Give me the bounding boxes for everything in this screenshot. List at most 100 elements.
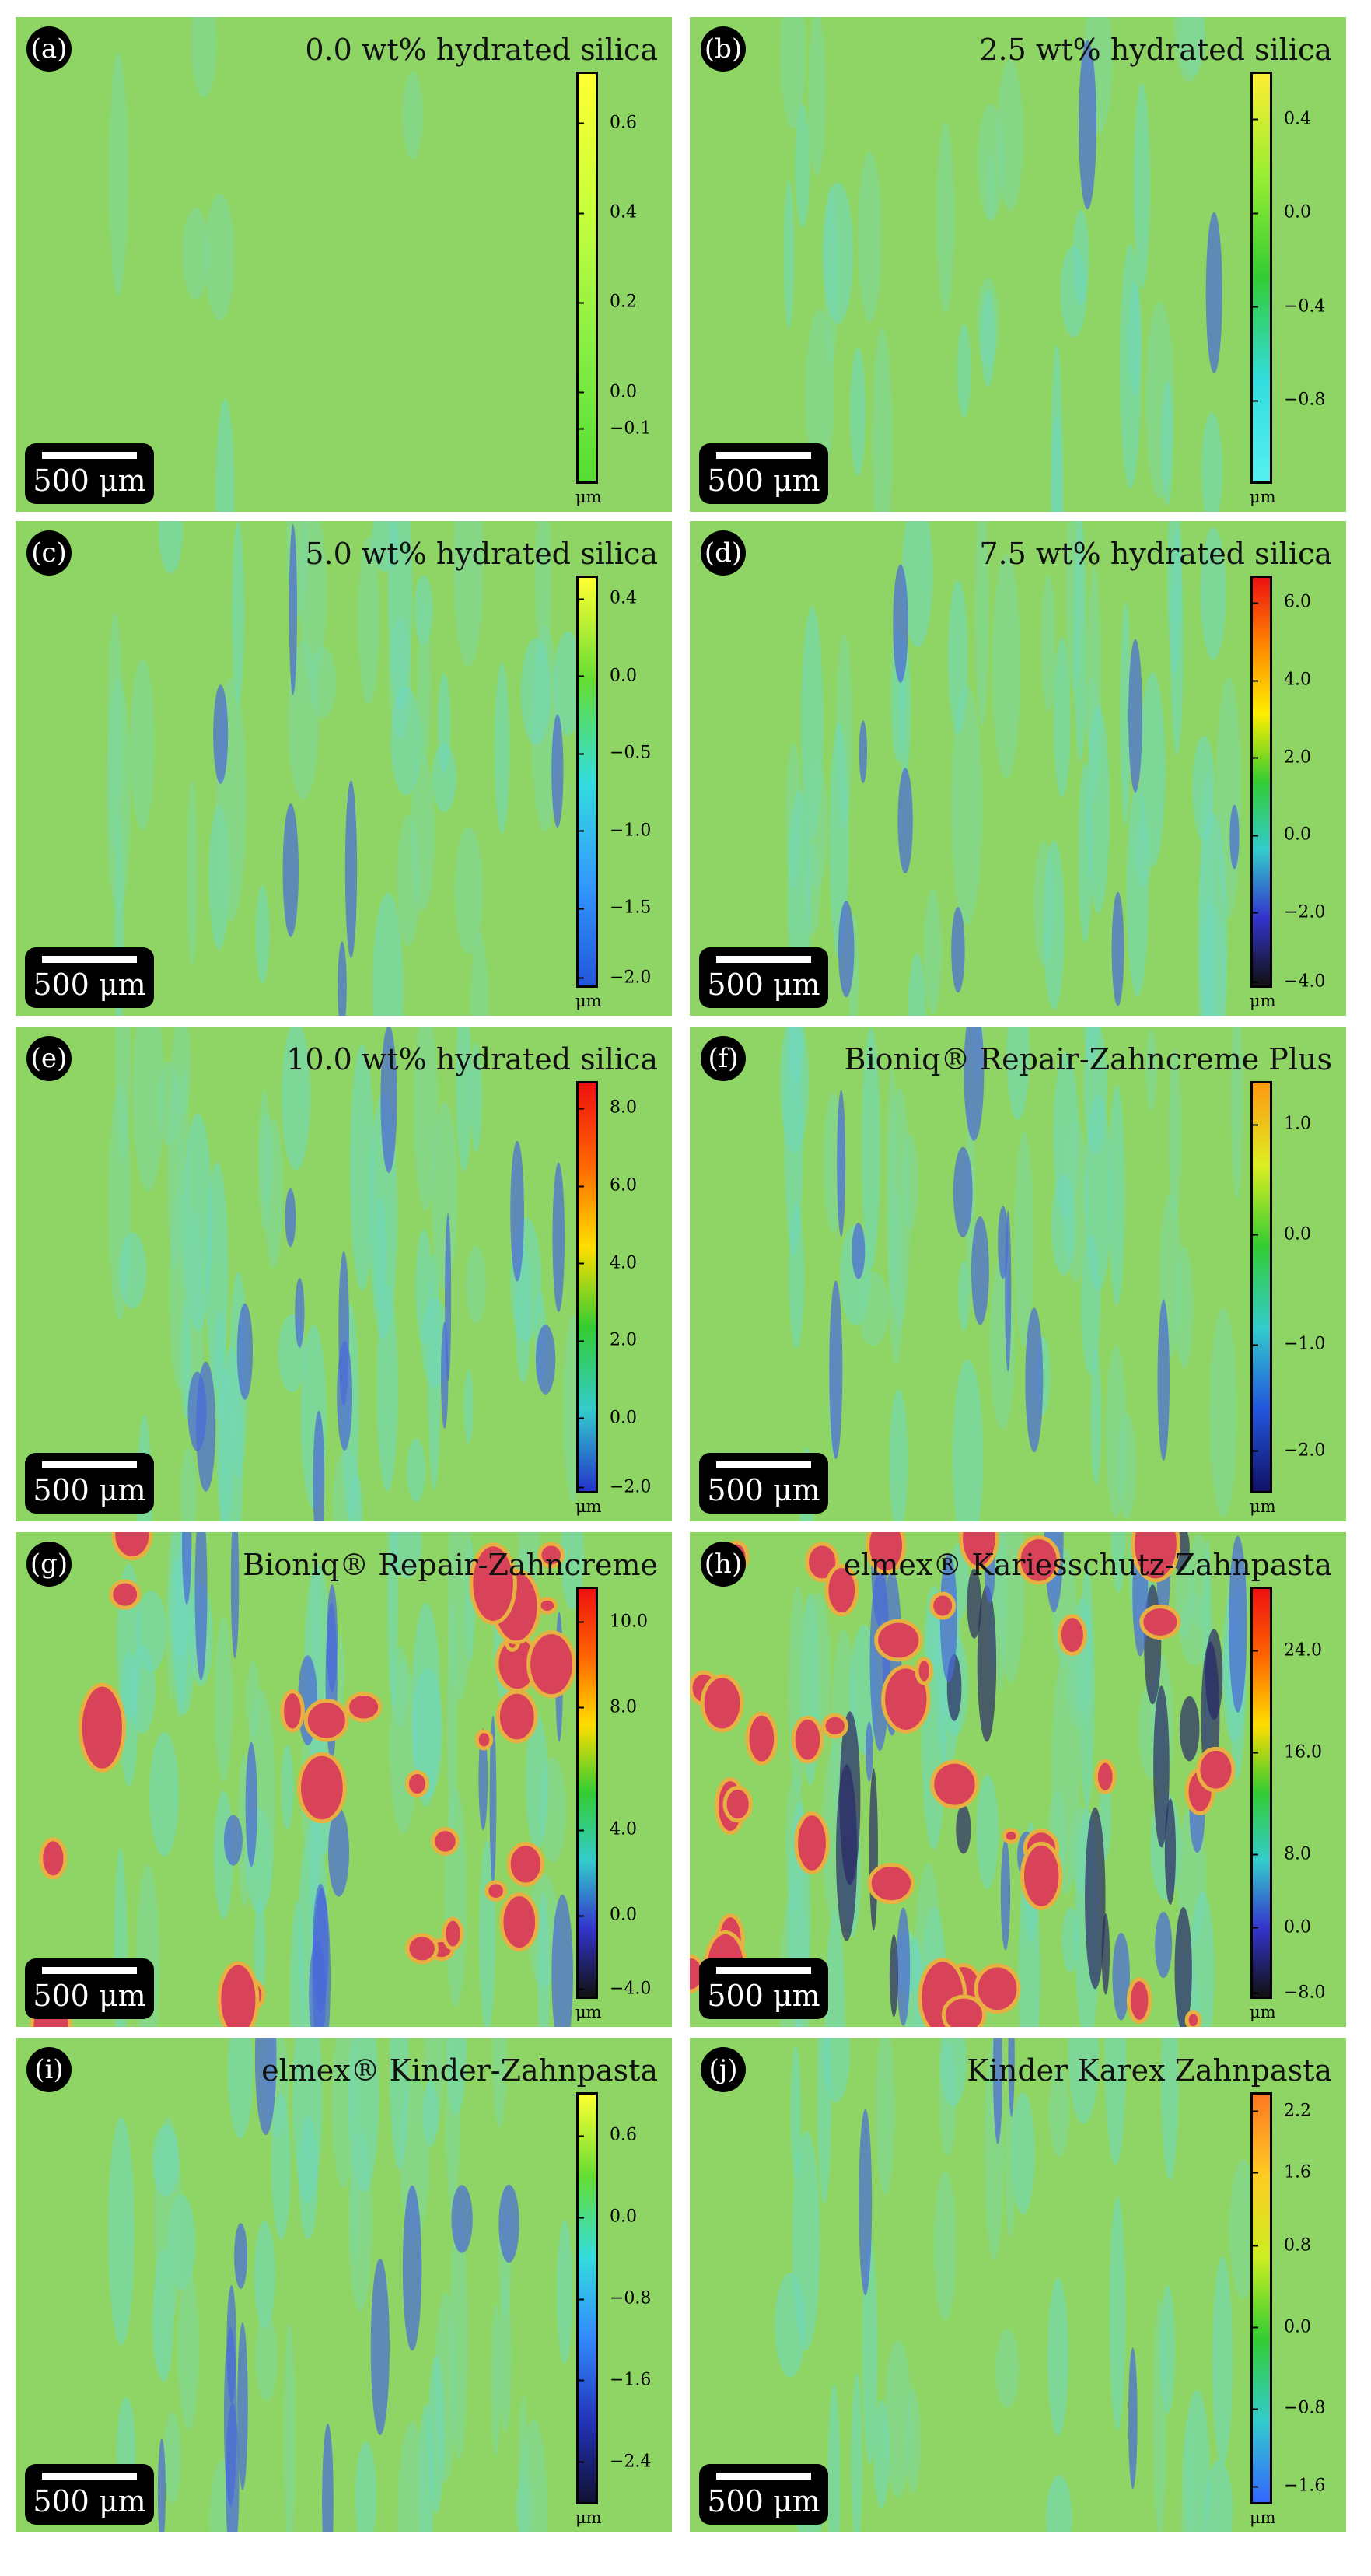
surface-profile-image	[16, 521, 672, 1016]
scale-bar-line	[42, 1967, 137, 1974]
colorbar-tick-label: 0.0	[578, 2207, 637, 2227]
panel-title: elmex® Kariesschutz-Zahnpasta	[843, 1548, 1332, 1582]
colorbar: 24.0 16.0 8.0 0.0 −8.0 μm	[1250, 1587, 1325, 2021]
colorbar-tick-label: 0.0	[578, 666, 637, 686]
scale-bar-line	[716, 452, 811, 459]
scale-bar: 500 μm	[25, 947, 154, 1008]
colorbar-tick-label: 10.0	[578, 1612, 648, 1632]
colorbar-tick-label: 8.0	[1252, 1844, 1311, 1864]
panel-letter: (a)	[26, 26, 72, 72]
micrograph-panel: (e) 10.0 wt% hydrated silica 500 μm 8.0 6.0 4…	[16, 1027, 672, 1521]
colorbar-tick-label: −2.0	[1251, 902, 1326, 922]
colorbar-tick-label: 0.4	[578, 202, 637, 222]
colorbar-tick-label: 4.0	[578, 1253, 637, 1273]
panel-letter: (h)	[701, 1542, 746, 1587]
colorbar-tick-label: 0.6	[578, 2125, 637, 2145]
colorbar-unit: μm	[1250, 488, 1276, 506]
scale-bar-label: 500 μm	[33, 1979, 146, 2013]
scale-bar-line	[42, 1461, 137, 1468]
colorbar: 0.4 0.0 −0.5 −1.0 −1.5 −2.0 μm	[575, 576, 651, 1010]
colorbar-tick-label: 0.0	[578, 382, 637, 402]
micrograph-panel: (d) 7.5 wt% hydrated silica 500 μm 6.0 4.0 2.…	[690, 521, 1346, 1016]
surface-profile-image	[690, 1532, 1346, 2027]
colorbar-unit: μm	[575, 2003, 602, 2021]
scale-bar-line	[716, 1967, 811, 1974]
colorbar-tick-label: 1.6	[1252, 2162, 1311, 2182]
colorbar-tick-label: −1.6	[577, 2370, 652, 2390]
colorbar-unit: μm	[1250, 1497, 1276, 1516]
colorbar-unit: μm	[1250, 992, 1276, 1010]
scale-bar-label: 500 μm	[707, 1473, 820, 1507]
colorbar-tick-label: 0.0	[578, 1408, 637, 1428]
colorbar: 8.0 6.0 4.0 2.0 0.0 −2.0 μm	[575, 1081, 651, 1516]
colorbar: 0.4 0.0 −0.4 −0.8 μm	[1250, 72, 1325, 506]
scale-bar: 500 μm	[25, 1453, 154, 1514]
micrograph-panel: (h) elmex® Kariesschutz-Zahnpasta 500 μm 24…	[690, 1532, 1346, 2027]
micrograph-panel: (g) Bioniq® Repair-Zahncreme 500 μm 10.0 8.0…	[16, 1532, 672, 2027]
panel-title: 5.0 wt% hydrated silica	[305, 537, 658, 571]
panel-title: 2.5 wt% hydrated silica	[979, 33, 1332, 67]
micrograph-panel: (b) 2.5 wt% hydrated silica 500 μm 0.4 0.0 −0…	[690, 17, 1346, 512]
colorbar-tick-label: −2.0	[577, 1477, 652, 1497]
panel-letter: (e)	[26, 1036, 72, 1081]
colorbar-unit: μm	[1250, 2003, 1276, 2021]
colorbar-tick-label: −0.8	[1251, 2398, 1326, 2418]
panel-letter: (b)	[701, 26, 746, 72]
colorbar-tick-label: 2.2	[1252, 2101, 1311, 2121]
surface-profile-image	[16, 2038, 672, 2532]
colorbar-tick-label: 4.0	[1252, 670, 1311, 690]
colorbar-tick-label: −2.0	[577, 968, 652, 988]
colorbar-tick-label: 0.4	[578, 588, 637, 608]
surface-profile-image	[690, 1027, 1346, 1521]
colorbar-tick-label: 0.0	[1252, 202, 1311, 222]
panel-title: Kinder Karex Zahnpasta	[967, 2053, 1332, 2088]
scale-bar-label: 500 μm	[707, 968, 820, 1002]
colorbar-tick-label: −0.4	[1251, 296, 1326, 317]
scale-bar-line	[42, 452, 137, 459]
scale-bar: 500 μm	[699, 443, 828, 504]
panel-letter: (d)	[701, 530, 746, 576]
colorbar: 1.0 0.0 −1.0 −2.0 μm	[1250, 1081, 1325, 1516]
micrograph-panel: (a) 0.0 wt% hydrated silica 500 μm 0.6 0.4 0.…	[16, 17, 672, 512]
colorbar-tick-label: −4.0	[1251, 971, 1326, 992]
panel-letter: (i)	[26, 2047, 72, 2092]
micrograph-panel: (j) Kinder Karex Zahnpasta 500 μm 2.2 1.6 0.8…	[690, 2038, 1346, 2532]
colorbar-tick-label: 1.0	[1252, 1114, 1311, 1134]
colorbar-unit: μm	[575, 992, 602, 1010]
colorbar-tick-label: 0.6	[578, 113, 637, 133]
colorbar: 0.6 0.4 0.2 0.0 −0.1 μm	[575, 72, 651, 506]
scale-bar: 500 μm	[699, 2464, 828, 2525]
panel-title: Bioniq® Repair-Zahncreme	[243, 1548, 658, 1582]
surface-profile-image	[690, 521, 1346, 1016]
scale-bar-line	[42, 2473, 137, 2480]
scale-bar: 500 μm	[25, 1958, 154, 2019]
colorbar: 0.6 0.0 −0.8 −1.6 −2.4 μm	[575, 2092, 651, 2527]
colorbar-tick-label: −0.8	[1251, 390, 1326, 410]
colorbar-unit: μm	[575, 1497, 602, 1516]
scale-bar: 500 μm	[25, 2464, 154, 2525]
colorbar-tick-label: −2.4	[577, 2452, 652, 2472]
surface-profile-image	[16, 1027, 672, 1521]
micrograph-panel: (c) 5.0 wt% hydrated silica 500 μm 0.4 0.0 −0…	[16, 521, 672, 1016]
scale-bar-label: 500 μm	[33, 464, 146, 498]
surface-profile-image	[16, 17, 672, 512]
colorbar-tick-label: 6.0	[578, 1175, 637, 1195]
panel-title: 0.0 wt% hydrated silica	[305, 33, 658, 67]
micrograph-panel: (f) Bioniq® Repair-Zahncreme Plus 500 μm 1.…	[690, 1027, 1346, 1521]
colorbar-tick-label: 8.0	[578, 1697, 637, 1717]
colorbar-tick-label: −1.0	[577, 821, 652, 841]
colorbar-tick-label: 0.4	[1252, 109, 1311, 129]
panel-title: 10.0 wt% hydrated silica	[286, 1042, 658, 1076]
panel-title: elmex® Kinder-Zahnpasta	[261, 2053, 658, 2088]
scale-bar: 500 μm	[699, 1453, 828, 1514]
scale-bar-line	[42, 956, 137, 963]
scale-bar-line	[716, 2473, 811, 2480]
colorbar-unit: μm	[1250, 2508, 1276, 2527]
micrograph-panel: (i) elmex® Kinder-Zahnpasta 500 μm 0.6 0.0 −0…	[16, 2038, 672, 2532]
panel-title: 7.5 wt% hydrated silica	[979, 537, 1332, 571]
colorbar-tick-label: −1.6	[1251, 2476, 1326, 2496]
colorbar-tick-label: 16.0	[1252, 1742, 1322, 1762]
panel-letter: (c)	[26, 530, 72, 576]
panel-letter: (g)	[26, 1542, 72, 1587]
